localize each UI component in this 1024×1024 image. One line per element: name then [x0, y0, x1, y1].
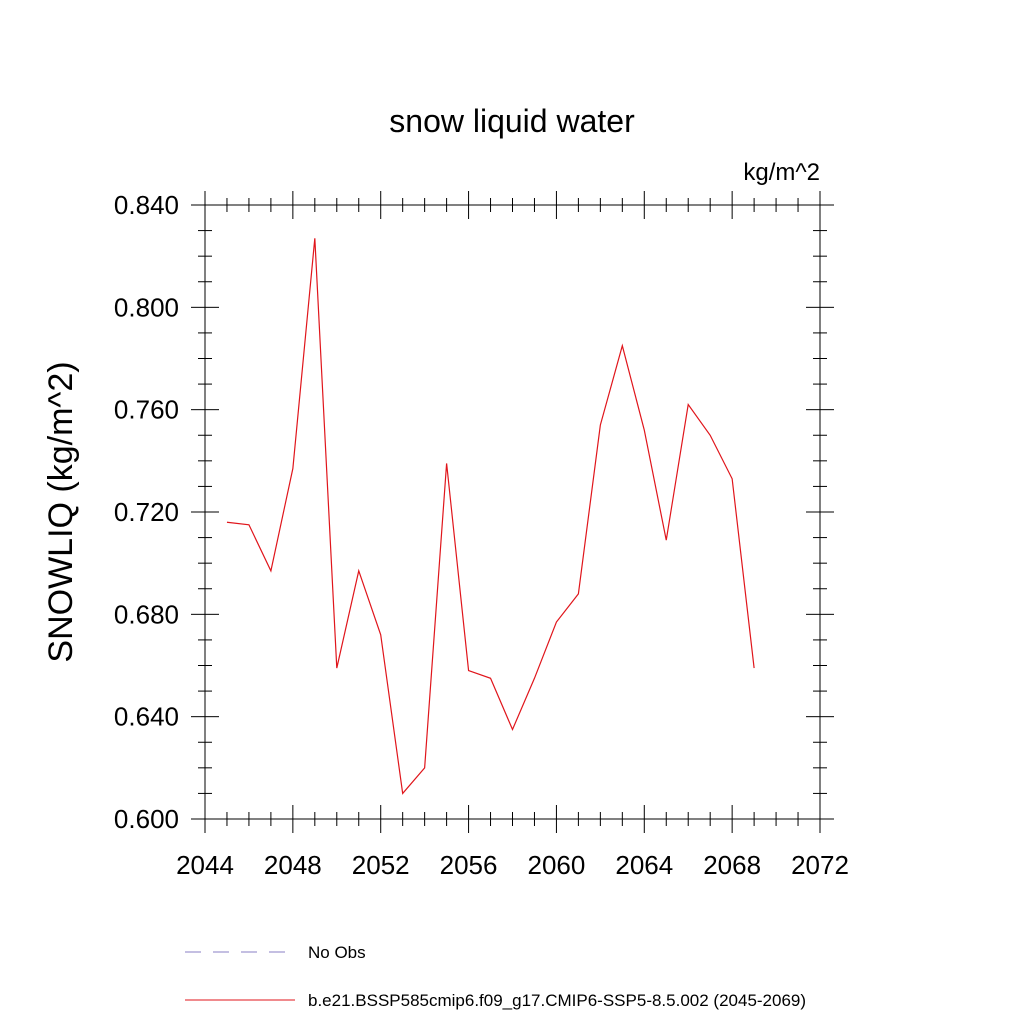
- y-tick-label: 0.600: [114, 804, 179, 834]
- y-axis-label: SNOWLIQ (kg/m^2): [42, 361, 80, 662]
- y-tick-label: 0.640: [114, 702, 179, 732]
- legend-label: No Obs: [308, 943, 366, 962]
- x-tick-label: 2052: [352, 850, 410, 880]
- x-tick-label: 2044: [176, 850, 234, 880]
- series-line-0: [226, 238, 755, 795]
- y-ticks: 0.600 0.640 0.680 0.720 0.760 0.800 0.840: [114, 190, 834, 834]
- x-tick-label: 2048: [264, 850, 322, 880]
- x-ticks: 2044 2048 2052 2056 2060 2064 2068 2072: [176, 191, 849, 880]
- y-tick-label: 0.680: [114, 599, 179, 629]
- y-tick-label: 0.760: [114, 395, 179, 425]
- x-tick-label: 2072: [791, 850, 849, 880]
- legend: No Obs b.e21.BSSP585cmip6.f09_g17.CMIP6-S…: [185, 943, 806, 1010]
- y-tick-label: 0.800: [114, 292, 179, 322]
- chart-title: snow liquid water: [389, 103, 635, 139]
- y-tick-label: 0.720: [114, 497, 179, 527]
- x-tick-label: 2060: [528, 850, 586, 880]
- y-tick-label: 0.840: [114, 190, 179, 220]
- series-layer: [226, 238, 755, 795]
- x-tick-label: 2064: [615, 850, 673, 880]
- x-tick-label: 2056: [440, 850, 498, 880]
- x-tick-label: 2068: [703, 850, 761, 880]
- legend-label: b.e21.BSSP585cmip6.f09_g17.CMIP6-SSP5-8.…: [308, 991, 806, 1010]
- units-label: kg/m^2: [743, 159, 820, 186]
- plot-frame: [204, 204, 821, 820]
